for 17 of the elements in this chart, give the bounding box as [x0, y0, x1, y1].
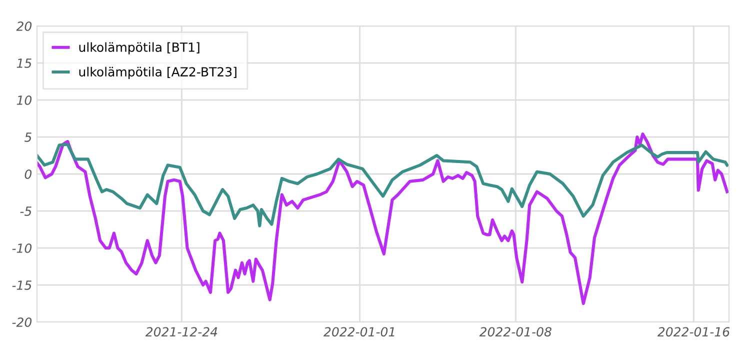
y-tick-label: 10 — [16, 95, 32, 105]
y-tick-label: -10 — [12, 243, 32, 253]
x-tick-label: 2022-01-01 — [324, 327, 394, 337]
line-series — [37, 142, 729, 228]
line-series — [37, 132, 729, 306]
y-tick-label: 0 — [24, 169, 32, 179]
y-tick-label: -5 — [20, 206, 32, 216]
legend-label: ulkolämpötila [AZ2-BT23] — [79, 66, 236, 79]
y-tick-label: 15 — [16, 58, 32, 68]
y-tick-label: -15 — [12, 280, 32, 290]
legend-label: ulkolämpötila [BT1] — [79, 42, 200, 54]
x-tick-label: 2022-01-16 — [657, 327, 730, 337]
y-tick-label: 20 — [16, 21, 32, 31]
x-tick-label: 2022-01-08 — [479, 327, 552, 337]
x-tick-label: 2021-12-24 — [145, 327, 218, 337]
y-tick-label: 5 — [24, 132, 32, 142]
y-tick-label: -20 — [12, 317, 32, 327]
